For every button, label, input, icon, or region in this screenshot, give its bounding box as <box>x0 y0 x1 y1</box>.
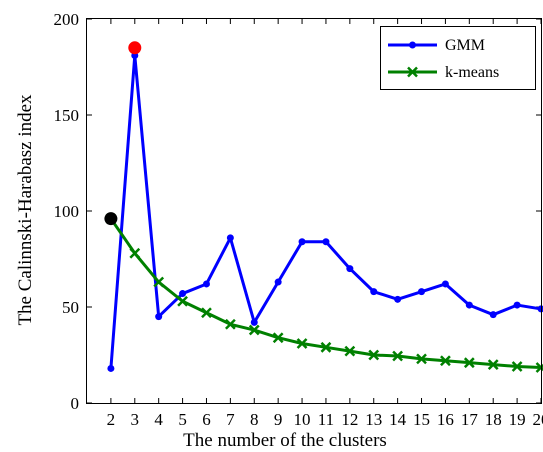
ticks <box>87 18 542 404</box>
x-tick-label: 13 <box>365 410 382 429</box>
x-tick-label: 17 <box>461 410 479 429</box>
data-point <box>370 288 378 296</box>
x-axis-label: The number of the clusters <box>183 430 387 451</box>
data-point <box>346 265 354 273</box>
data-point <box>487 359 499 370</box>
x-tick-label: 9 <box>274 410 283 429</box>
legend: GMM k-means <box>380 26 536 90</box>
data-point <box>440 355 451 367</box>
data-point <box>177 295 188 307</box>
data-point <box>368 349 380 361</box>
y-tick-label: 150 <box>54 106 80 125</box>
data-point <box>155 313 163 321</box>
x-tick-label: 4 <box>154 410 163 429</box>
data-point <box>272 332 284 344</box>
legend-entry-kmeans: k-means <box>388 64 499 81</box>
y-tick-label: 200 <box>54 10 80 29</box>
x-tick-label: 10 <box>294 410 311 429</box>
y-tick-label: 100 <box>54 202 80 221</box>
data-point <box>322 238 330 246</box>
x-tick-label: 15 <box>413 410 430 429</box>
legend-entry-gmm: GMM <box>388 37 485 54</box>
x-tick-label: 2 <box>107 410 116 429</box>
data-point <box>274 278 282 286</box>
x-tick-label: 18 <box>485 410 502 429</box>
y-axis-label-group: The Calinnski-Harabasz index <box>15 94 36 326</box>
x-tick-label: 8 <box>250 410 259 429</box>
data-point <box>202 280 210 288</box>
data-point <box>129 247 141 259</box>
x-tick-label: 14 <box>389 410 407 429</box>
highlight-layer <box>104 41 142 226</box>
series-gmm <box>107 51 543 372</box>
legend-box <box>380 26 536 90</box>
data-point <box>511 361 523 372</box>
data-point <box>201 307 212 319</box>
x-tick-label: 11 <box>318 410 334 429</box>
x-tick-label: 12 <box>341 410 358 429</box>
data-point <box>296 338 308 349</box>
y-tick-label: 50 <box>62 298 79 317</box>
legend-marker <box>409 41 416 49</box>
plot-frame <box>86 18 542 404</box>
data-point <box>463 357 475 369</box>
y-tick-label: 0 <box>71 394 80 413</box>
data-point <box>392 350 404 362</box>
data-point <box>416 353 427 365</box>
tick-labels: 2345678910111213141516171819200501001502… <box>54 10 543 429</box>
highlight-point <box>128 41 142 55</box>
data-point <box>248 324 260 336</box>
data-point <box>394 295 402 303</box>
x-tick-label: 5 <box>178 410 187 429</box>
data-point <box>489 311 497 319</box>
y-axis-label: The Calinnski-Harabasz index <box>15 94 36 326</box>
data-point <box>107 364 115 372</box>
data-point <box>465 301 473 309</box>
x-tick-label: 6 <box>202 410 211 429</box>
data-point <box>250 318 258 326</box>
x-tick-label: 3 <box>131 410 140 429</box>
legend-label: k-means <box>445 64 499 81</box>
data-point <box>320 341 332 353</box>
data-point <box>179 290 187 298</box>
data-point <box>153 276 165 288</box>
data-point <box>344 345 356 357</box>
data-point <box>224 318 236 330</box>
data-point <box>418 288 426 296</box>
x-tick-label: 20 <box>533 410 543 429</box>
x-tick-label: 16 <box>437 410 454 429</box>
legend-entries: GMM k-means <box>388 37 499 81</box>
x-tick-label: 19 <box>509 410 526 429</box>
data-point <box>226 234 234 242</box>
legend-label: GMM <box>445 37 485 54</box>
data-point <box>513 301 521 309</box>
data-point <box>441 280 449 288</box>
legend-marker <box>407 66 418 78</box>
highlight-point <box>104 212 118 226</box>
x-tick-label: 7 <box>226 410 235 429</box>
data-point <box>298 238 306 246</box>
